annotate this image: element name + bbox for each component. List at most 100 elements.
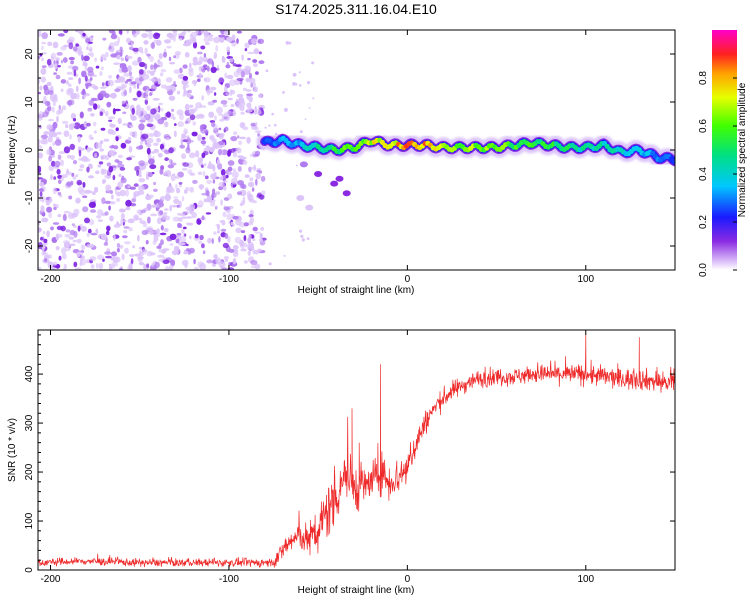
noise-blob bbox=[63, 146, 71, 154]
noise-blob bbox=[211, 121, 216, 128]
y-tick-label: 200 bbox=[24, 463, 35, 480]
noise-blob bbox=[133, 183, 139, 187]
noise-blob bbox=[185, 84, 189, 88]
noise-blob bbox=[68, 36, 75, 43]
noise-blob bbox=[63, 30, 69, 34]
noise-blob bbox=[238, 97, 245, 104]
noise-blob bbox=[230, 104, 235, 107]
noise-blob bbox=[163, 171, 169, 176]
noise-blob bbox=[173, 130, 177, 137]
noise-blob bbox=[222, 211, 227, 218]
noise-blob bbox=[70, 60, 74, 65]
noise-blob bbox=[61, 253, 67, 260]
noise-blob bbox=[127, 218, 135, 224]
noise-blob bbox=[252, 238, 256, 242]
noise-blob bbox=[203, 36, 210, 43]
noise-blob bbox=[138, 61, 146, 68]
noise-blob bbox=[91, 35, 94, 38]
noise-blob bbox=[141, 229, 148, 236]
noise-blob bbox=[119, 46, 123, 52]
noise-blob bbox=[254, 130, 262, 134]
noise-blob bbox=[225, 174, 229, 179]
signal-tail bbox=[299, 161, 308, 168]
noise-blob bbox=[185, 186, 190, 192]
y-tick-label: 10 bbox=[24, 96, 35, 108]
noise-blob bbox=[298, 84, 302, 87]
noise-blob bbox=[138, 76, 144, 82]
noise-blob bbox=[179, 37, 183, 41]
noise-blob bbox=[216, 159, 220, 165]
noise-blob bbox=[218, 77, 225, 85]
noise-blob bbox=[229, 112, 234, 116]
noise-blob bbox=[252, 63, 258, 68]
noise-blob bbox=[140, 116, 145, 121]
noise-blob bbox=[198, 240, 203, 244]
noise-blob bbox=[250, 82, 254, 88]
noise-blob bbox=[95, 262, 99, 269]
noise-blob bbox=[105, 255, 112, 259]
noise-blob bbox=[129, 113, 133, 118]
noise-blob bbox=[273, 123, 277, 127]
noise-blob bbox=[228, 248, 235, 253]
y-tick-label: 0 bbox=[24, 567, 35, 573]
noise-blob bbox=[116, 54, 121, 60]
noise-blob bbox=[130, 81, 137, 85]
noise-blob bbox=[227, 193, 233, 200]
noise-blob bbox=[46, 149, 52, 156]
noise-blob bbox=[38, 111, 44, 118]
noise-blob bbox=[86, 46, 89, 51]
noise-blob bbox=[246, 136, 251, 144]
noise-blob bbox=[226, 213, 233, 221]
snr-series-line bbox=[38, 334, 675, 568]
noise-blob bbox=[239, 183, 245, 189]
noise-blob bbox=[132, 245, 135, 249]
noise-blob bbox=[103, 242, 109, 246]
noise-blob bbox=[184, 130, 188, 134]
signal-point bbox=[671, 158, 675, 165]
noise-blob bbox=[60, 45, 67, 51]
noise-blob bbox=[223, 256, 229, 260]
noise-blob bbox=[47, 41, 53, 46]
noise-blob bbox=[164, 215, 171, 221]
noise-blob bbox=[83, 55, 90, 62]
noise-blob bbox=[38, 55, 41, 60]
noise-blob bbox=[239, 239, 245, 247]
noise-blob bbox=[144, 99, 148, 105]
noise-blob bbox=[141, 33, 149, 38]
noise-blob bbox=[258, 51, 262, 55]
noise-blob bbox=[60, 79, 67, 84]
noise-blob bbox=[173, 69, 181, 74]
noise-blob bbox=[90, 113, 95, 117]
noise-blob bbox=[55, 233, 60, 241]
noise-blob bbox=[38, 266, 42, 270]
noise-blob bbox=[157, 59, 161, 65]
noise-blob bbox=[113, 145, 119, 150]
noise-blob bbox=[271, 112, 274, 116]
noise-blob bbox=[205, 190, 210, 197]
noise-blob bbox=[90, 97, 97, 102]
noise-blob bbox=[172, 204, 177, 208]
noise-blob bbox=[70, 113, 76, 120]
noise-blob bbox=[179, 213, 186, 217]
noise-blob bbox=[208, 36, 214, 42]
noise-blob bbox=[78, 149, 82, 157]
noise-blob bbox=[40, 76, 46, 83]
noise-blob bbox=[95, 170, 100, 175]
noise-blob bbox=[70, 155, 75, 160]
noise-blob bbox=[225, 64, 231, 69]
noise-blob bbox=[159, 72, 164, 77]
noise-blob bbox=[215, 257, 222, 265]
noise-blob bbox=[148, 194, 154, 198]
noise-blob bbox=[99, 111, 104, 116]
noise-blob bbox=[170, 96, 175, 101]
noise-blob bbox=[41, 65, 47, 68]
noise-blob bbox=[123, 226, 130, 229]
noise-blob bbox=[57, 154, 62, 160]
noise-blob bbox=[308, 107, 311, 109]
noise-blob bbox=[92, 191, 96, 196]
noise-blob bbox=[182, 162, 190, 167]
noise-blob bbox=[221, 56, 226, 63]
noise-blob bbox=[203, 64, 208, 68]
noise-blob bbox=[166, 111, 171, 118]
noise-blob bbox=[207, 58, 214, 65]
